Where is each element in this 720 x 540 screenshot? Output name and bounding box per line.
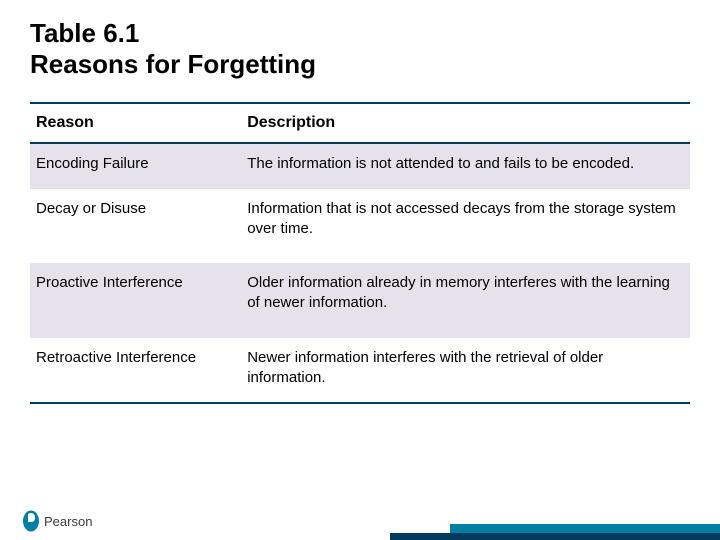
title-line-1: Table 6.1 xyxy=(30,18,690,49)
cell-reason: Retroactive Interference xyxy=(30,338,241,404)
table-row: Decay or Disuse Information that is not … xyxy=(30,189,690,264)
table-row: Encoding Failure The information is not … xyxy=(30,143,690,188)
cell-description: Older information already in memory inte… xyxy=(241,263,690,338)
col-header-description: Description xyxy=(241,103,690,143)
pearson-logo-icon xyxy=(22,510,40,532)
slide-footer: Pearson xyxy=(0,500,720,540)
cell-reason: Proactive Interference xyxy=(30,263,241,338)
forgetting-table: Reason Description Encoding Failure The … xyxy=(30,102,690,404)
footer-stripe-bottom xyxy=(390,533,720,540)
cell-description: Newer information interferes with the re… xyxy=(241,338,690,404)
cell-description: The information is not attended to and f… xyxy=(241,143,690,188)
title-line-2: Reasons for Forgetting xyxy=(30,49,690,80)
slide-content: Table 6.1 Reasons for Forgetting Reason … xyxy=(0,0,720,404)
pearson-logo: Pearson xyxy=(22,510,92,532)
slide-title: Table 6.1 Reasons for Forgetting xyxy=(30,18,690,80)
cell-reason: Decay or Disuse xyxy=(30,189,241,264)
table-header-row: Reason Description xyxy=(30,103,690,143)
cell-description: Information that is not accessed decays … xyxy=(241,189,690,264)
brand-text: Pearson xyxy=(44,514,92,529)
table-row: Proactive Interference Older information… xyxy=(30,263,690,338)
table-row: Retroactive Interference Newer informati… xyxy=(30,338,690,404)
col-header-reason: Reason xyxy=(30,103,241,143)
cell-reason: Encoding Failure xyxy=(30,143,241,188)
